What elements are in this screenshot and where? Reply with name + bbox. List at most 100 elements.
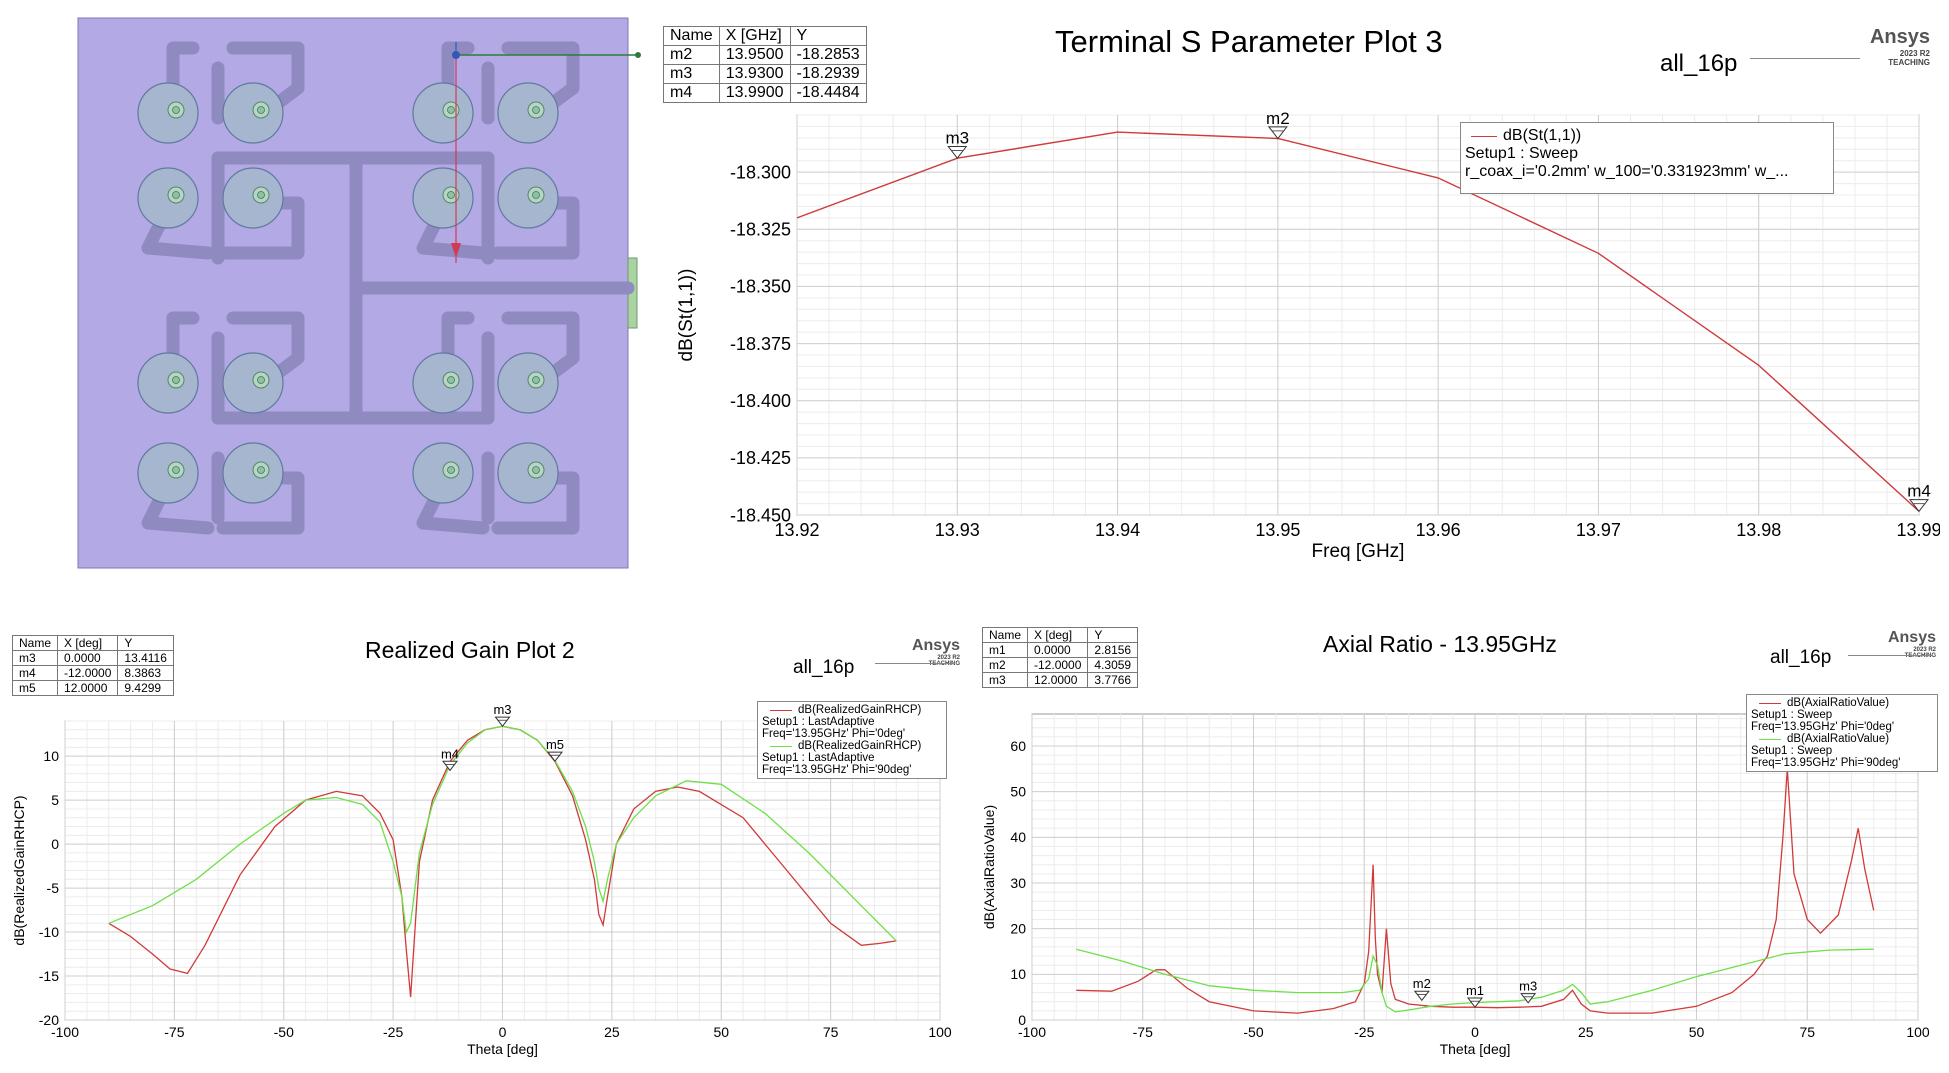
sparam-chart[interactable]: 13.92 13.93 13.94 13.95 13.96 13.97 13.98 13.99… (660, 18, 1940, 578)
patch-element (222, 352, 284, 414)
marker-label: m4 (441, 746, 459, 761)
layout-view[interactable] (77, 17, 641, 569)
legend-freq: Freq='13.95GHz' Phi='90deg' (1751, 757, 1901, 769)
marker-triangle (1908, 499, 1930, 513)
x-tick-label: 50 (713, 1024, 729, 1040)
marker-y-cell: -18.4484 (789, 83, 867, 103)
patch-element (497, 352, 559, 414)
marker-label: m2 (1266, 109, 1290, 128)
sparam-plot-panel: Terminal S Parameter Plot 3 Ansys 2023 R… (660, 18, 1940, 578)
marker-table-row: m2 13.9500 -18.2853 (663, 45, 867, 65)
marker-table-header: Name X [GHz] Y (663, 26, 867, 46)
legend-swatch (770, 745, 792, 747)
x-tick-label: 13.95 (1255, 520, 1300, 540)
gain-plot-panel: Realized Gain Plot 2 Ansys 2023 R2 TEACH… (0, 625, 970, 1073)
gain-brand-logo: Ansys 2023 R2 TEACHING (840, 637, 960, 668)
x-tick-label: 13.99 (1896, 520, 1940, 540)
axial-plot-panel: Axial Ratio - 13.95GHz Ansys 2023 R2 TEA… (978, 625, 1949, 1073)
gain-brand-version: 2023 R2 (937, 655, 960, 661)
legend-freq: Freq='13.95GHz' Phi='0deg' (762, 728, 906, 740)
axial-brand-version: 2023 R2 (1913, 647, 1936, 653)
x-tick-label: 75 (1799, 1024, 1815, 1040)
y-tick-label: -18.325 (730, 220, 791, 240)
legend-variables: r_coax_i='0.2mm' w_100='0.331923mm' w_..… (1465, 163, 1789, 180)
y-tick-label: -18.350 (730, 277, 791, 297)
x-tick-label: -100 (51, 1024, 79, 1040)
axial-project-name: all_16p (1770, 647, 1832, 668)
coax-feed-inner (532, 106, 540, 114)
x-tick-label: 13.92 (774, 520, 819, 540)
marker-y-cell: 13.4116 (117, 650, 174, 666)
patch-element (412, 352, 474, 414)
y-tick-label: -18.375 (730, 334, 791, 354)
y-tick-label: 20 (1010, 921, 1026, 937)
coax-feed-inner (257, 106, 265, 114)
sparam-marker-table[interactable]: Name X [GHz] Y m2 13.9500 -18.2853 m3 13… (663, 26, 867, 103)
x-tick-label: 13.94 (1095, 520, 1140, 540)
gain-marker-table[interactable]: Name X [deg] Y m3 0.0000 13.4116 m4 -12.… (11, 635, 174, 696)
axis-gizmo-y-arrow (451, 243, 461, 258)
sparam-legend[interactable]: dB(St(1,1)) Setup1 : Sweep r_coax_i='0.2… (1460, 122, 1834, 194)
marker-y-cell: 2.8156 (1087, 642, 1139, 658)
patch-element (222, 167, 284, 229)
y-tick-label: -20 (39, 1012, 59, 1028)
y-tick-label: 30 (1010, 875, 1026, 891)
legend-freq: Freq='13.95GHz' Phi='90deg' (762, 764, 912, 776)
coax-feed-inner (257, 376, 265, 384)
x-tick-label: 50 (1689, 1024, 1705, 1040)
marker-triangle (1413, 990, 1430, 1002)
legend-swatch (1759, 738, 1781, 740)
gain-project-name: all_16p (793, 657, 855, 678)
marker-table-row: m2 -12.0000 4.3059 (981, 657, 1139, 673)
coax-feed-inner (532, 466, 540, 474)
coax-feed-inner (532, 191, 540, 199)
marker-x-cell: 13.9900 (718, 83, 791, 103)
x-tick-label: -25 (1354, 1024, 1374, 1040)
sparam-brand-version: 2023 R2 (1899, 49, 1930, 58)
x-axis-label: Theta [deg] (1440, 1041, 1511, 1057)
legend-label: dB(RealizedGainRHCP) (798, 704, 922, 716)
y-tick-label: 5 (51, 792, 59, 808)
marker-y-cell: 9.4299 (117, 680, 174, 696)
marker-triangle (546, 751, 564, 763)
y-tick-label: -18.400 (730, 391, 791, 411)
patch-element (137, 352, 199, 414)
x-tick-label: -50 (274, 1024, 294, 1040)
legend-label: dB(AxialRatioValue) (1787, 697, 1890, 709)
legend-swatch (770, 709, 792, 711)
patch-element (412, 442, 474, 504)
x-tick-label: -75 (164, 1024, 184, 1040)
y-tick-label: 60 (1010, 738, 1026, 754)
marker-table-row: m3 0.0000 13.4116 (11, 650, 174, 666)
x-tick-label: 25 (604, 1024, 620, 1040)
legend-swatch (1759, 702, 1781, 704)
y-tick-label: -18.425 (730, 448, 791, 468)
y-tick-label: 10 (1010, 966, 1026, 982)
marker-y-cell: -18.2853 (789, 45, 867, 65)
legend-setup: Setup1 : Sweep (1465, 145, 1578, 162)
legend-label: dB(AxialRatioValue) (1787, 733, 1890, 745)
antenna-array-layout (77, 17, 641, 569)
gain-legend[interactable]: dB(RealizedGainRHCP) Setup1 : LastAdapti… (757, 701, 947, 779)
axial-legend[interactable]: dB(AxialRatioValue) Setup1 : Sweep Freq=… (1746, 694, 1938, 772)
gain-chart[interactable]: -100 -75 -50 -25 0 25 50 75 1001050-5-10-15-20Th… (0, 625, 970, 1073)
marker-table-row: m1 0.0000 2.8156 (981, 642, 1139, 658)
legend-entry: dB(RealizedGainRHCP) (758, 740, 946, 752)
x-tick-label: 13.96 (1416, 520, 1461, 540)
marker-label: m1 (1466, 983, 1484, 998)
marker-triangle (1267, 126, 1288, 140)
y-tick-label: -5 (47, 880, 60, 896)
marker-triangle (1520, 993, 1537, 1004)
gain-title-rule (875, 663, 955, 664)
x-axis-label: Freq [GHz] (1312, 541, 1405, 562)
marker-label: m3 (945, 129, 969, 148)
gain-brand-edition: TEACHING (928, 661, 960, 667)
marker-header-name: Name (981, 627, 1029, 643)
legend-setup: Setup1 : LastAdaptive (762, 716, 875, 728)
y-tick-label: 40 (1010, 829, 1026, 845)
axial-chart[interactable]: -100 -75 -50 -25 0 25 50 75 1006050403020100Thet… (978, 625, 1949, 1073)
coax-feed-inner (257, 466, 265, 474)
axial-marker-table[interactable]: Name X [deg] Y m1 0.0000 2.8156 m2 -12.0… (981, 627, 1139, 688)
sparam-brand-logo: Ansys 2023 R2 TEACHING (1780, 26, 1930, 67)
y-tick-label: 0 (1018, 1012, 1026, 1028)
